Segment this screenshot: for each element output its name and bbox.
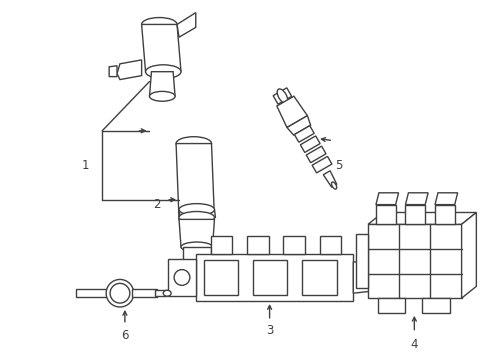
Polygon shape	[195, 254, 352, 301]
Text: 2: 2	[152, 198, 160, 211]
Ellipse shape	[277, 89, 287, 103]
Polygon shape	[117, 60, 142, 80]
Ellipse shape	[174, 270, 189, 285]
Polygon shape	[461, 212, 475, 298]
Polygon shape	[109, 66, 117, 77]
Polygon shape	[176, 144, 214, 219]
Polygon shape	[142, 24, 181, 72]
Text: 5: 5	[334, 159, 342, 172]
Polygon shape	[302, 260, 336, 295]
Polygon shape	[149, 72, 175, 96]
Polygon shape	[131, 289, 157, 297]
Ellipse shape	[377, 264, 397, 291]
Polygon shape	[294, 126, 314, 142]
Polygon shape	[246, 236, 268, 254]
Polygon shape	[367, 212, 475, 224]
Polygon shape	[183, 247, 210, 267]
Polygon shape	[319, 236, 341, 254]
Polygon shape	[352, 262, 387, 293]
Ellipse shape	[142, 18, 177, 31]
Text: 1: 1	[81, 159, 89, 172]
Ellipse shape	[176, 137, 211, 150]
Polygon shape	[286, 116, 310, 135]
Polygon shape	[210, 236, 232, 254]
Polygon shape	[323, 171, 336, 187]
Polygon shape	[300, 136, 320, 152]
Ellipse shape	[149, 91, 175, 101]
Polygon shape	[252, 260, 287, 295]
Ellipse shape	[179, 204, 214, 215]
Polygon shape	[375, 193, 398, 204]
Ellipse shape	[145, 65, 181, 78]
Polygon shape	[311, 156, 331, 173]
Polygon shape	[177, 13, 195, 37]
Polygon shape	[76, 289, 112, 297]
Polygon shape	[405, 193, 427, 204]
Polygon shape	[203, 260, 238, 295]
Ellipse shape	[106, 279, 133, 307]
Polygon shape	[276, 96, 307, 127]
Polygon shape	[155, 290, 167, 296]
Ellipse shape	[183, 262, 210, 271]
Polygon shape	[375, 204, 395, 224]
Ellipse shape	[163, 290, 171, 296]
Polygon shape	[434, 193, 457, 204]
Polygon shape	[168, 259, 195, 296]
Ellipse shape	[181, 242, 212, 252]
Polygon shape	[367, 224, 461, 298]
Polygon shape	[434, 204, 454, 224]
Polygon shape	[179, 219, 214, 247]
Polygon shape	[421, 298, 449, 313]
Text: 3: 3	[265, 324, 273, 337]
Polygon shape	[356, 234, 367, 288]
Polygon shape	[273, 88, 291, 104]
Polygon shape	[377, 298, 405, 313]
Polygon shape	[305, 146, 325, 163]
Polygon shape	[405, 204, 424, 224]
Polygon shape	[179, 210, 215, 217]
Ellipse shape	[331, 182, 336, 189]
Text: 6: 6	[121, 329, 128, 342]
Polygon shape	[283, 236, 305, 254]
Ellipse shape	[110, 283, 129, 303]
Text: 4: 4	[410, 338, 417, 351]
Ellipse shape	[179, 212, 214, 223]
